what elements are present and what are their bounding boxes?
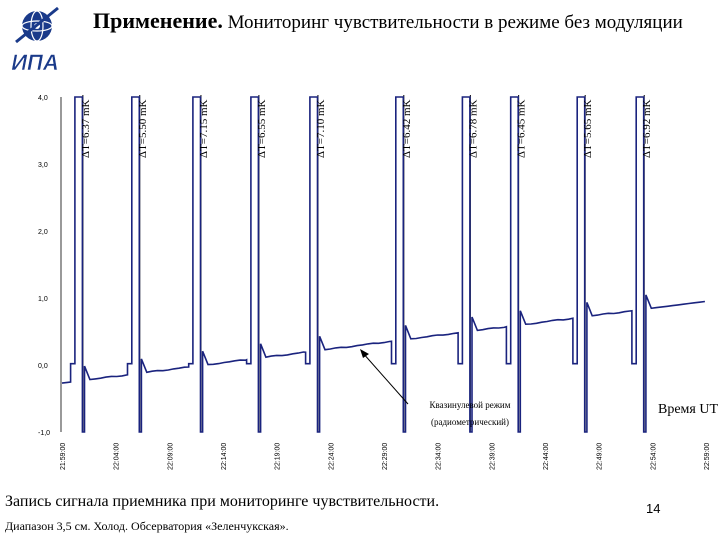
y-tick-label: 1,0	[38, 296, 48, 303]
calibration-label: ΔT=6.78 mK	[467, 99, 479, 158]
annotation: Квазинулевой режим (радиометрический)	[360, 349, 511, 427]
y-tick-label: 3,0	[38, 162, 48, 169]
calibration-lines	[82, 95, 645, 432]
arrowhead-icon	[360, 349, 369, 358]
calibration-label: ΔT=6.42 mK	[401, 99, 413, 158]
logo-text: ИПА	[11, 50, 59, 75]
x-tick-label: 22:34:00	[436, 443, 443, 470]
page-number: 14	[646, 501, 661, 516]
y-ticks: 4,0 3,0 2,0 1,0 0,0 -1,0	[38, 95, 50, 437]
x-tick-label: 22:44:00	[543, 443, 550, 470]
x-tick-label: 22:04:00	[114, 443, 121, 470]
x-tick-label: 22:19:00	[275, 443, 282, 470]
annotation-line2: (радиометрический)	[431, 417, 509, 427]
x-tick-label: 21:59:00	[60, 443, 67, 470]
x-tick-label: 22:39:00	[489, 443, 496, 470]
x-ticks: 21:59:00 22:04:00 22:09:00 22:14:00 22:19:00…	[60, 443, 711, 470]
calibration-label: ΔT=7.15 mK	[198, 99, 210, 158]
y-tick-label: 0,0	[38, 363, 48, 370]
y-tick-label: 4,0	[38, 95, 48, 102]
calibration-label: ΔT=6.55 mK	[256, 99, 268, 158]
x-tick-label: 22:14:00	[221, 443, 228, 470]
calibration-label: ΔT=5.50 mK	[137, 99, 149, 158]
x-tick-label: 22:29:00	[382, 443, 389, 470]
page-title: Применение. Мониторинг чувствительности …	[93, 8, 718, 34]
calibration-label: ΔT=7.10 mK	[315, 99, 327, 158]
calibration-label: ΔT=5.65 mK	[582, 99, 594, 158]
calibration-label: ΔT=6.45 mK	[516, 99, 528, 158]
slide-subcaption: Диапазон 3,5 см. Холод. Обсерватория «Зе…	[5, 519, 289, 533]
title-rest: Мониторинг чувствительности в режиме без…	[222, 12, 683, 33]
x-tick-label: 22:59:00	[704, 443, 711, 470]
title-bold: Применение.	[93, 8, 223, 33]
calibration-label: ΔT=6.37 mK	[80, 99, 92, 158]
calibration-label: ΔT=6.92 mK	[641, 99, 653, 158]
y-tick-label: 2,0	[38, 229, 48, 236]
slide-caption: Запись сигнала приемника при мониторинге…	[5, 493, 440, 510]
annotation-arrow	[361, 351, 409, 405]
annotation-line1: Квазинулевой режим	[430, 400, 511, 410]
x-tick-label: 22:49:00	[597, 443, 604, 470]
y-tick-label: -1,0	[38, 430, 50, 437]
calibration-labels: ΔT=6.37 mK ΔT=5.50 mK ΔT=7.15 mK ΔT=6.55 mK…	[80, 99, 653, 158]
signal-trace	[61, 96, 706, 433]
x-axis-label: Время UT	[658, 402, 718, 417]
x-tick-label: 22:24:00	[328, 443, 335, 470]
x-tick-label: 22:09:00	[167, 443, 174, 470]
x-tick-label: 22:54:00	[650, 443, 657, 470]
ipa-logo: ИПА	[11, 6, 59, 75]
